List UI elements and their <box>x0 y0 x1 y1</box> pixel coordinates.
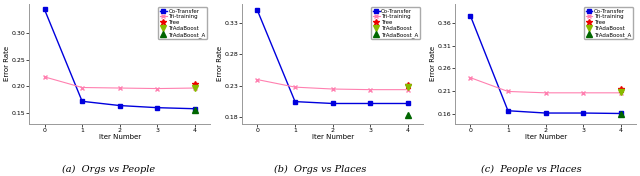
X-axis label: Iter Number: Iter Number <box>99 134 141 140</box>
Tri-training <box>191 87 199 89</box>
Y-axis label: Error Rate: Error Rate <box>217 46 223 81</box>
Text: (b)  Orgs vs Places: (b) Orgs vs Places <box>274 165 366 174</box>
Legend: Co-Transfer, Tri-training, Tree, TrAdaBoost, TrAdaBoost_A: Co-Transfer, Tri-training, Tree, TrAdaBo… <box>158 7 207 39</box>
Line: Tri-training: Tri-training <box>256 78 410 91</box>
Co-Transfer <box>191 108 199 110</box>
X-axis label: Iter Number: Iter Number <box>312 134 354 140</box>
Line: Co-Transfer: Co-Transfer <box>256 9 410 105</box>
Text: (a)  Orgs vs People: (a) Orgs vs People <box>62 165 156 174</box>
Co-Transfer <box>504 110 512 112</box>
Tri-training <box>617 92 625 94</box>
Legend: Co-Transfer, Tri-training, Tree, TrAdaBoost, TrAdaBoost_A: Co-Transfer, Tri-training, Tree, TrAdaBo… <box>584 7 633 39</box>
Co-Transfer <box>541 112 549 114</box>
X-axis label: Iter Number: Iter Number <box>525 134 566 140</box>
Co-Transfer <box>579 112 587 114</box>
Co-Transfer <box>404 102 412 105</box>
Co-Transfer <box>116 105 124 107</box>
Co-Transfer <box>253 9 261 11</box>
Co-Transfer <box>329 102 337 105</box>
Tri-training <box>291 86 299 88</box>
Text: (c)  People vs Places: (c) People vs Places <box>481 165 582 174</box>
Tri-training <box>41 76 49 78</box>
Tri-training <box>78 86 86 89</box>
Tri-training <box>579 92 587 94</box>
Tri-training <box>154 87 161 90</box>
Tri-training <box>541 92 549 94</box>
Tri-training <box>116 87 124 89</box>
Tri-training <box>253 78 261 81</box>
Co-Transfer <box>78 100 86 102</box>
Line: Tri-training: Tri-training <box>468 76 623 95</box>
Tri-training <box>467 77 474 79</box>
Y-axis label: Error Rate: Error Rate <box>430 46 436 81</box>
Line: Co-Transfer: Co-Transfer <box>468 14 623 115</box>
Tri-training <box>329 88 337 90</box>
Legend: Co-Transfer, Tri-training, Tree, TrAdaBoost, TrAdaBoost_A: Co-Transfer, Tri-training, Tree, TrAdaBo… <box>371 7 420 39</box>
Line: Tri-training: Tri-training <box>43 75 196 90</box>
Co-Transfer <box>291 100 299 103</box>
Co-Transfer <box>41 8 49 11</box>
Co-Transfer <box>467 15 474 17</box>
Co-Transfer <box>367 102 374 105</box>
Y-axis label: Error Rate: Error Rate <box>4 46 10 81</box>
Line: Co-Transfer: Co-Transfer <box>43 8 196 111</box>
Co-Transfer <box>154 107 161 109</box>
Co-Transfer <box>617 112 625 115</box>
Tri-training <box>404 89 412 91</box>
Tri-training <box>367 89 374 91</box>
Tri-training <box>504 90 512 93</box>
